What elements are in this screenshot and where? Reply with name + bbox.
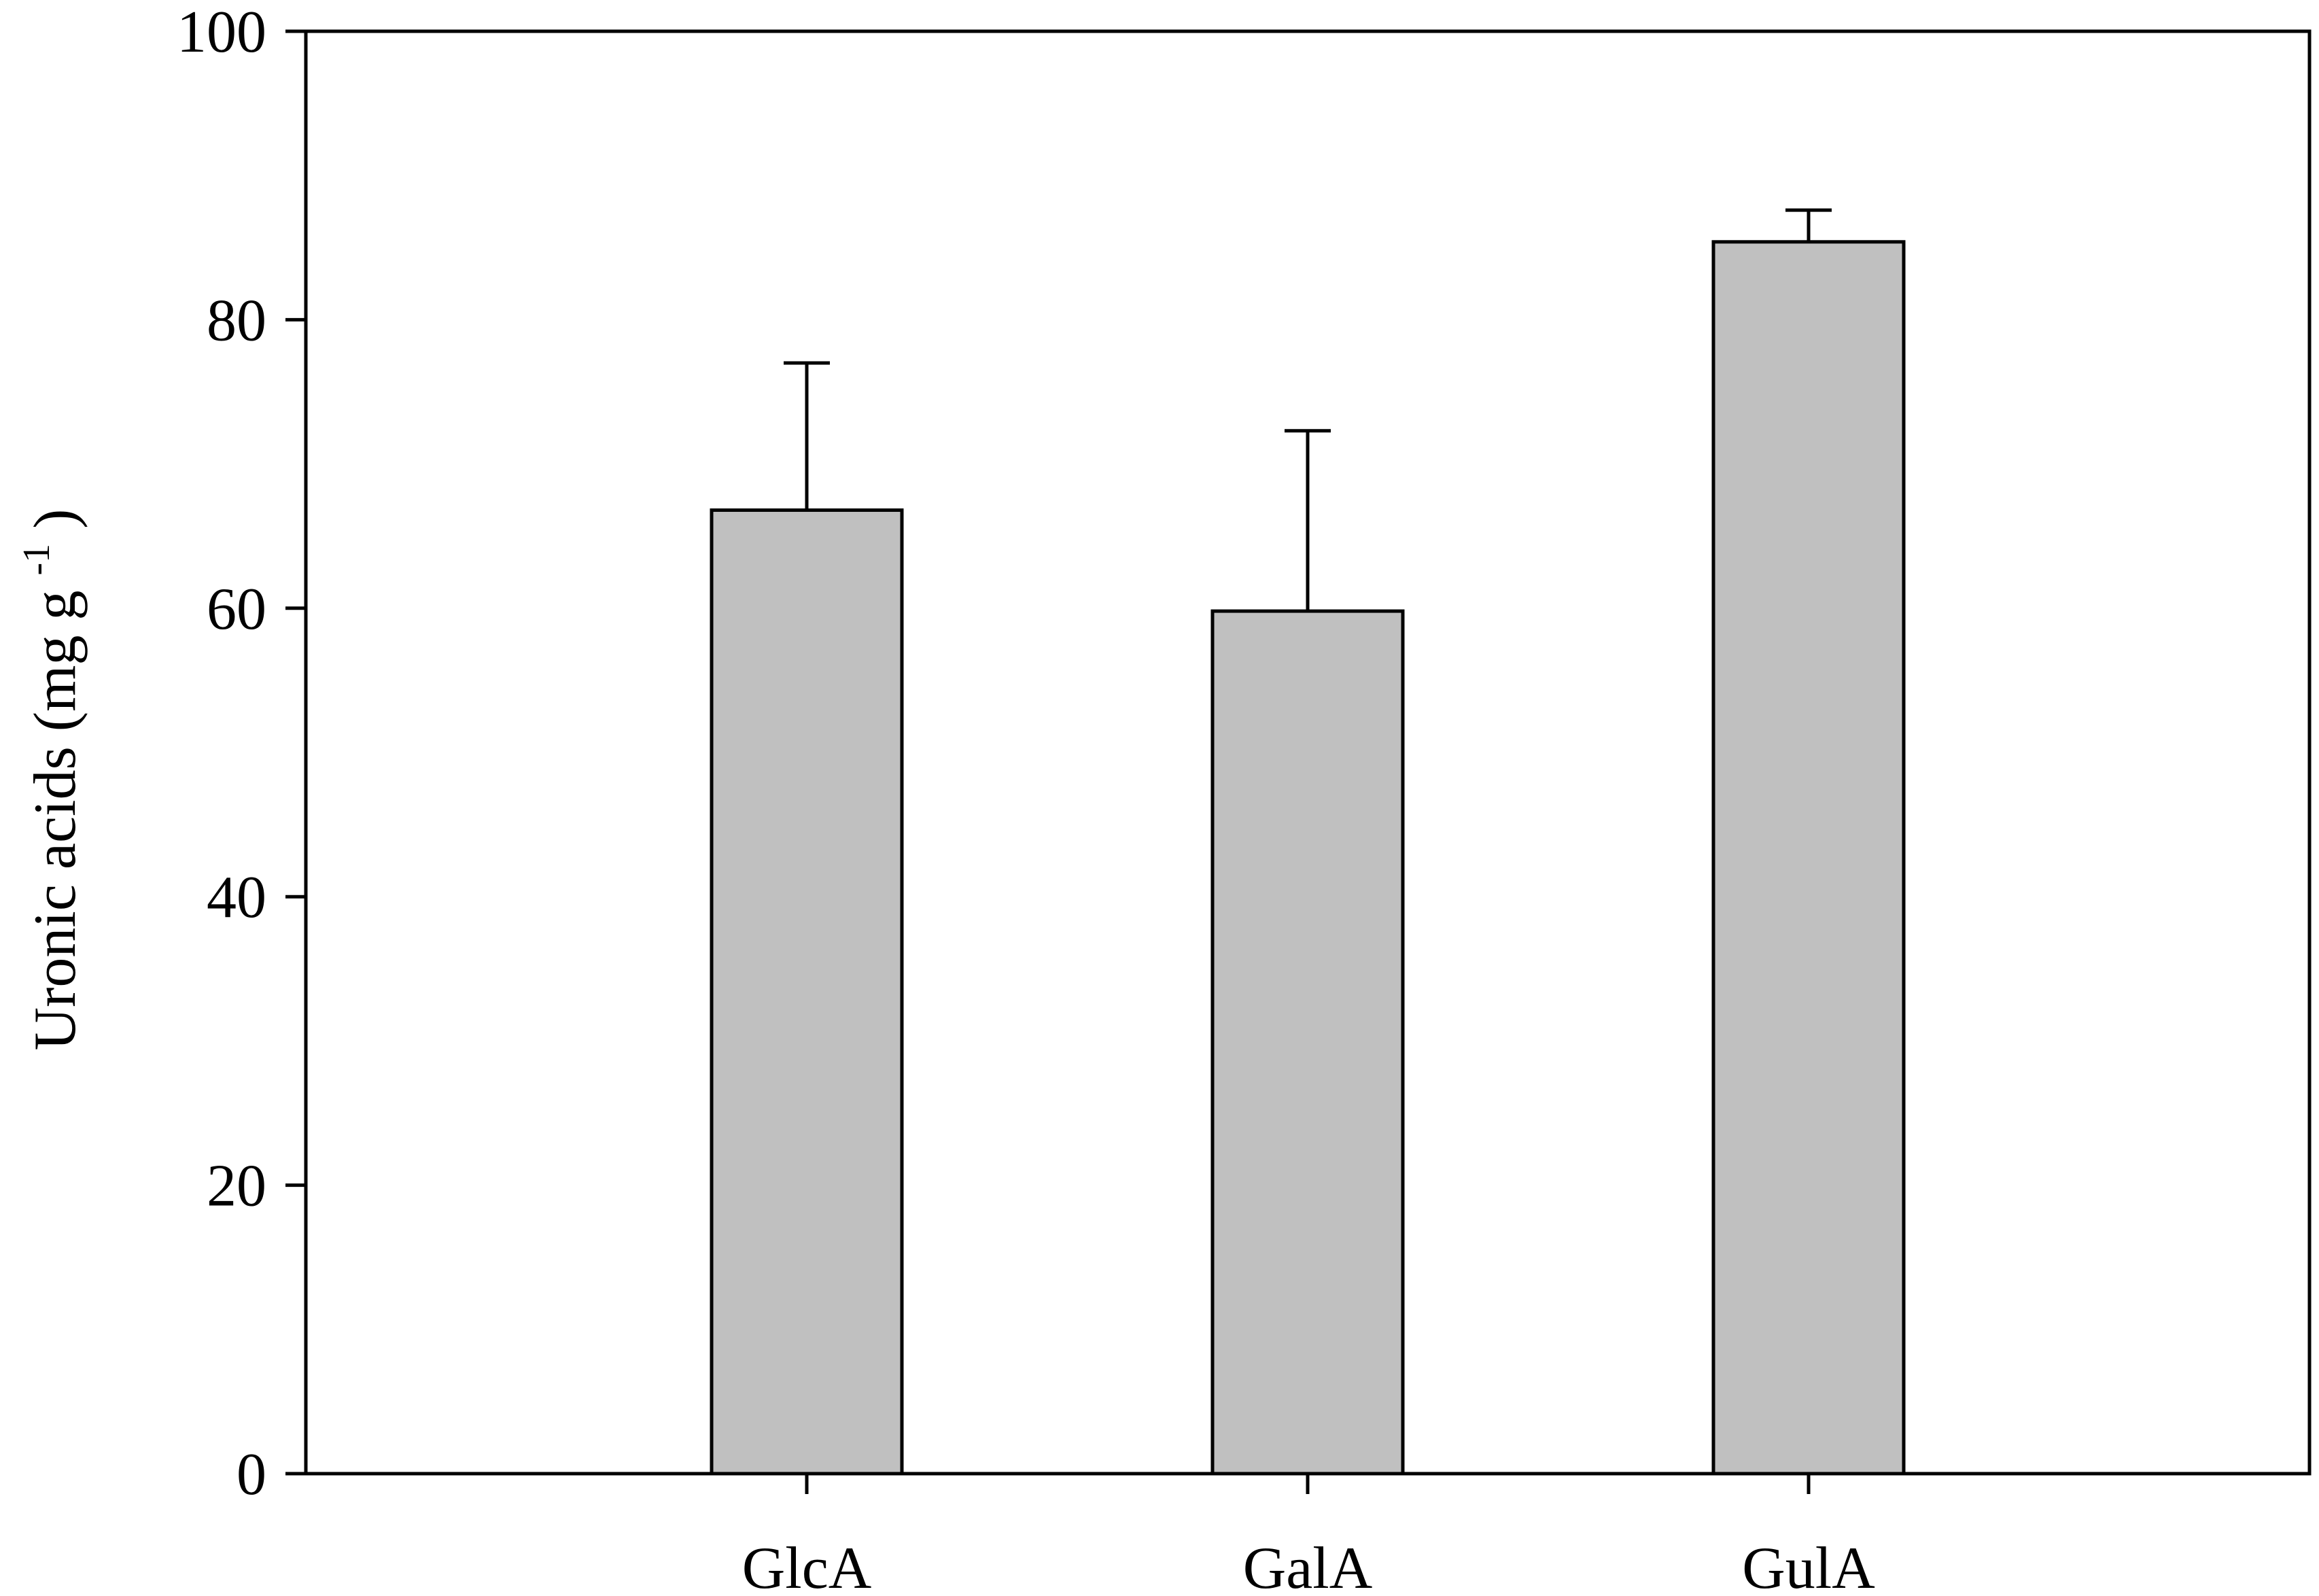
y-tick-label-20: 20 bbox=[207, 1153, 266, 1219]
x-tick-label-gula: GulA bbox=[1742, 1536, 1875, 1596]
bar-gula bbox=[1711, 240, 1906, 1476]
y-tick-label-0: 0 bbox=[237, 1442, 266, 1508]
y-tick-label-40: 40 bbox=[207, 865, 266, 931]
y-tick-label-80: 80 bbox=[207, 288, 266, 353]
y-tick-label-60: 60 bbox=[207, 576, 266, 642]
y-axis: 0 20 40 60 80 100 bbox=[177, 0, 306, 1508]
y-axis-label: Uronic acids (mg g -1 ) bbox=[0, 509, 88, 1051]
y-axis-label-superscript: -1 bbox=[16, 544, 58, 576]
y-tick-label-100: 100 bbox=[177, 0, 266, 65]
x-axis: GlcA GalA GulA bbox=[742, 1474, 1875, 1596]
bar-gala bbox=[1210, 609, 1405, 1476]
x-tick-label-gala: GalA bbox=[1243, 1536, 1373, 1596]
y-axis-label-close: ) bbox=[22, 509, 88, 529]
x-tick-label-glca: GlcA bbox=[742, 1536, 872, 1596]
error-bars-layer bbox=[784, 208, 1832, 612]
y-axis-label-main: Uronic acids (mg g bbox=[22, 591, 88, 1051]
bar-glca bbox=[710, 508, 904, 1476]
